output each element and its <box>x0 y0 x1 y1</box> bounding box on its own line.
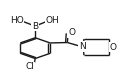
Text: OH: OH <box>46 16 59 25</box>
Text: N: N <box>79 42 86 51</box>
Text: Cl: Cl <box>25 62 34 71</box>
Text: HO: HO <box>10 16 23 25</box>
Text: B: B <box>32 22 38 31</box>
Text: O: O <box>68 28 75 38</box>
Text: O: O <box>109 43 116 52</box>
